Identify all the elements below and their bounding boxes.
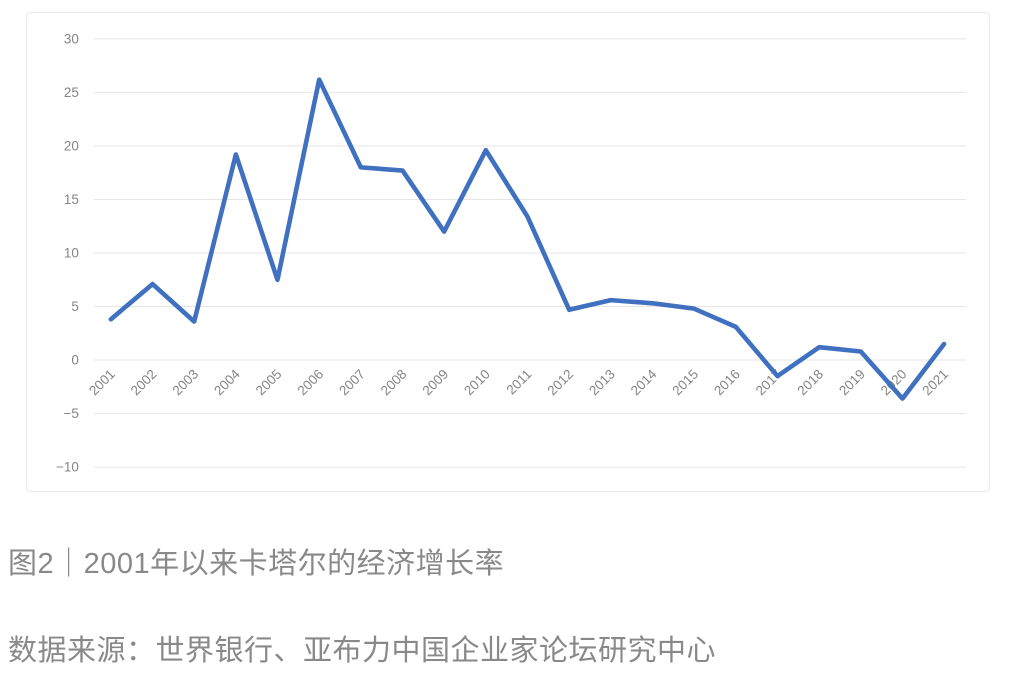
x-axis-tick-label: 2007 [336,367,368,399]
x-axis-tick-label: 2006 [294,367,326,399]
growth-line-series [108,77,947,401]
x-axis-tick-label: 2004 [211,366,243,398]
y-axis-tick-label: 30 [64,31,79,46]
x-axis-tick-label: 2003 [169,367,201,399]
x-axis-labels: 2001 2002 2003 2004 2005 2006 2007 2008 2009 2010… [86,366,951,398]
x-axis-tick-label: 2009 [419,367,451,399]
chart-card: 30 25 20 15 10 5 0 −5 −10 2001 2002 2003 2004 2005 200… [26,12,990,492]
y-axis-tick-label: −10 [56,460,79,475]
gridlines [93,38,967,468]
x-axis-tick-label: 2008 [378,367,410,399]
x-axis-tick-label: 2019 [836,367,868,399]
y-axis-tick-label: 0 [71,353,78,368]
y-axis-labels: 30 25 20 15 10 5 0 −5 −10 [56,31,79,474]
x-axis-tick-label: 2011 [503,367,534,398]
x-axis-tick-label: 2010 [461,367,493,399]
x-axis-tick-label: 2015 [669,367,701,399]
y-axis-tick-label: −5 [64,406,79,421]
y-axis-tick-label: 25 [64,85,79,100]
y-axis-tick-label: 20 [64,138,79,153]
x-axis-tick-label: 2005 [253,367,285,399]
y-axis-tick-label: 5 [71,299,78,314]
y-axis-tick-label: 15 [64,192,79,207]
x-axis-tick-label: 2002 [128,367,160,399]
figure-caption: 图2｜2001年以来卡塔尔的经济增长率 [8,548,505,580]
x-axis-tick-label: 2016 [711,367,743,399]
x-axis-tick-label: 2017 [753,367,785,399]
y-axis-tick-label: 10 [64,245,79,260]
x-axis-tick-label: 2018 [794,367,826,399]
source-caption: 数据来源：世界银行、亚布力中国企业家论坛研究中心 [8,635,717,667]
x-axis-tick-label: 2001 [86,367,118,399]
x-axis-tick-label: 2014 [628,366,660,398]
x-axis-tick-label: 2012 [544,367,576,399]
x-axis-tick-label: 2013 [586,367,618,399]
